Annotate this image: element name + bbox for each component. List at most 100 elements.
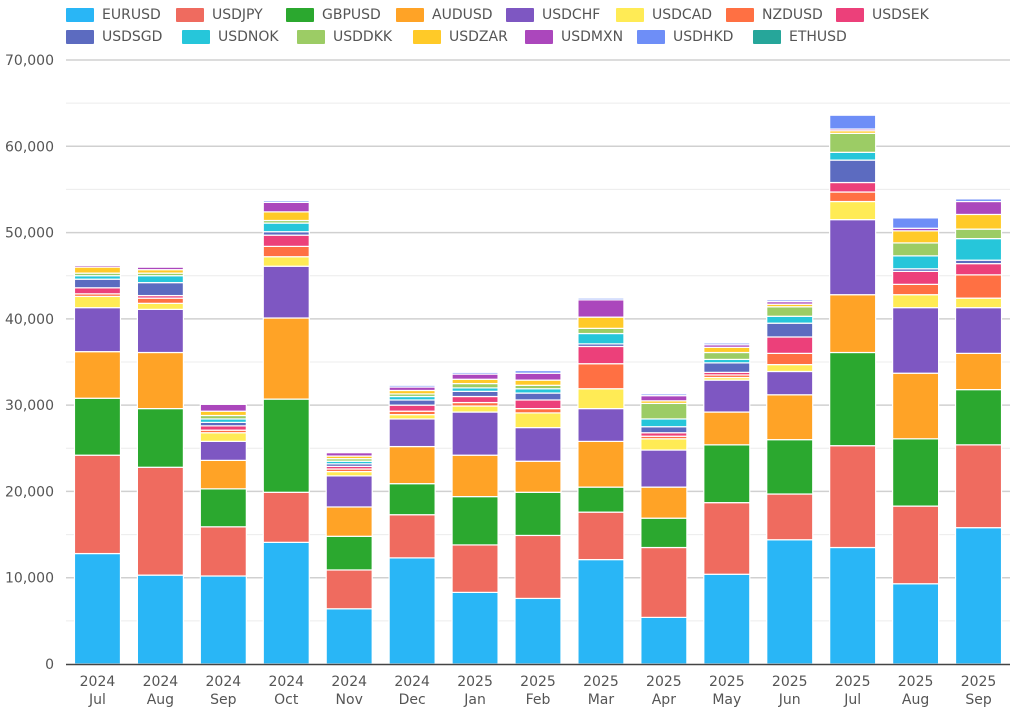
bar-segment-eurusd[interactable] (954, 527, 1003, 665)
bar-segment-usdzar[interactable] (262, 211, 310, 222)
legend-item-audusd[interactable]: AUDUSD (396, 7, 506, 23)
bar-segment-usdjpy[interactable] (136, 466, 184, 576)
bar-segment-usdhkd[interactable] (73, 263, 122, 266)
bar-segment-usdsgd[interactable] (451, 390, 499, 398)
bar-segment-gbpusd[interactable] (829, 351, 877, 447)
bar-stack-2025-aug[interactable] (891, 217, 940, 665)
bar-segment-usdjpy[interactable] (514, 534, 562, 600)
bar-segment-gbpusd[interactable] (766, 439, 814, 495)
bar-segment-usdsek[interactable] (766, 336, 814, 354)
bar-segment-usdjpy[interactable] (73, 454, 122, 555)
bar-segment-usdzar[interactable] (703, 346, 751, 354)
bar-segment-audusd[interactable] (388, 445, 436, 485)
bar-segment-usdjpy[interactable] (829, 445, 877, 549)
bar-segment-usdmxn[interactable] (514, 372, 562, 381)
bar-segment-audusd[interactable] (829, 294, 877, 354)
bar-segment-usdcad[interactable] (577, 388, 625, 410)
bar-segment-nzdusd[interactable] (577, 363, 625, 390)
bar-segment-usdsek[interactable] (829, 181, 877, 193)
bar-segment-gbpusd[interactable] (954, 389, 1003, 446)
bar-segment-gbpusd[interactable] (891, 438, 940, 507)
bar-segment-usdchf[interactable] (262, 265, 310, 319)
bar-segment-usdsek[interactable] (577, 345, 625, 365)
legend-item-gbpusd[interactable]: GBPUSD (286, 7, 396, 23)
bar-segment-usdzar[interactable] (451, 378, 499, 385)
bar-stack-2025-may[interactable] (703, 342, 751, 665)
bar-segment-usdchf[interactable] (703, 379, 751, 413)
bar-segment-audusd[interactable] (577, 440, 625, 488)
bar-segment-eurusd[interactable] (388, 557, 436, 665)
bar-segment-usdzar[interactable] (73, 266, 122, 274)
bar-segment-eurusd[interactable] (577, 558, 625, 665)
bar-segment-gbpusd[interactable] (136, 407, 184, 468)
bar-segment-usdcad[interactable] (514, 412, 562, 429)
bar-segment-eurusd[interactable] (829, 546, 877, 665)
bar-segment-nzdusd[interactable] (262, 245, 310, 258)
bar-segment-usdzar[interactable] (199, 410, 247, 417)
bar-segment-eurusd[interactable] (514, 597, 562, 665)
bar-segment-usdchf[interactable] (766, 370, 814, 396)
bar-segment-usdhkd[interactable] (325, 451, 373, 454)
bar-segment-eurusd[interactable] (451, 591, 499, 665)
bar-segment-usdmxn[interactable] (451, 373, 499, 380)
bar-segment-usdhkd[interactable] (136, 265, 184, 268)
bar-segment-usdsgd[interactable] (514, 392, 562, 401)
bar-segment-gbpusd[interactable] (73, 397, 122, 456)
bar-segment-audusd[interactable] (199, 459, 247, 490)
bar-segment-usdcad[interactable] (325, 470, 373, 477)
bar-segment-usdcad[interactable] (73, 295, 122, 309)
bar-segment-usdjpy[interactable] (325, 569, 373, 610)
bar-segment-usdjpy[interactable] (577, 511, 625, 561)
bar-segment-usdchf[interactable] (829, 219, 877, 296)
bar-segment-gbpusd[interactable] (388, 483, 436, 516)
bar-stack-2025-jan[interactable] (451, 371, 499, 665)
bar-segment-gbpusd[interactable] (325, 535, 373, 571)
bar-segment-usdsgd[interactable] (640, 426, 688, 434)
bar-segment-usdhkd[interactable] (577, 297, 625, 301)
bar-segment-usdmxn[interactable] (262, 201, 310, 213)
bar-segment-usddkk[interactable] (640, 402, 688, 420)
bar-stack-2024-dec[interactable] (388, 384, 436, 665)
legend-item-usdhkd[interactable]: USDHKD (637, 29, 753, 45)
bar-segment-eurusd[interactable] (136, 574, 184, 665)
legend-item-usdchf[interactable]: USDCHF (506, 7, 616, 23)
bar-segment-usdsek[interactable] (199, 425, 247, 431)
bar-segment-usdjpy[interactable] (766, 493, 814, 541)
legend-item-ethusd[interactable]: ETHUSD (753, 29, 863, 45)
bar-segment-usdchf[interactable] (136, 308, 184, 354)
bar-segment-eurusd[interactable] (199, 575, 247, 665)
bar-segment-usdchf[interactable] (577, 407, 625, 442)
bar-segment-usdnok[interactable] (262, 222, 310, 233)
bar-segment-usddkk[interactable] (577, 327, 625, 335)
bar-stack-2025-jun[interactable] (766, 299, 814, 665)
legend-item-usdjpy[interactable]: USDJPY (176, 7, 286, 23)
bar-segment-usdjpy[interactable] (703, 502, 751, 575)
bar-segment-usdchf[interactable] (891, 307, 940, 374)
bar-segment-usdnok[interactable] (514, 388, 562, 394)
bar-segment-gbpusd[interactable] (703, 444, 751, 504)
bar-segment-usdzar[interactable] (954, 213, 1003, 230)
bar-stack-2025-sep[interactable] (954, 198, 1003, 665)
bar-segment-usdcad[interactable] (199, 432, 247, 442)
bar-stack-2024-jul[interactable] (73, 263, 122, 665)
bar-segment-usdsek[interactable] (262, 234, 310, 247)
bar-segment-nzdusd[interactable] (766, 352, 814, 366)
legend-item-usdzar[interactable]: USDZAR (413, 29, 525, 45)
bar-stack-2024-sep[interactable] (199, 402, 247, 665)
bar-segment-usdcad[interactable] (891, 294, 940, 309)
bar-segment-usdcad[interactable] (136, 302, 184, 310)
bar-segment-usdhkd[interactable] (954, 198, 1003, 203)
bar-segment-audusd[interactable] (954, 352, 1003, 391)
legend-item-usdcad[interactable]: USDCAD (616, 7, 726, 23)
bar-segment-usdhkd[interactable] (766, 299, 814, 303)
bar-segment-eurusd[interactable] (703, 573, 751, 665)
bar-segment-usdsek[interactable] (388, 404, 436, 412)
bar-segment-usdjpy[interactable] (640, 546, 688, 619)
bar-segment-nzdusd[interactable] (829, 191, 877, 203)
bar-segment-usdnok[interactable] (577, 332, 625, 345)
bar-segment-nzdusd[interactable] (954, 274, 1003, 299)
bar-segment-usdjpy[interactable] (954, 444, 1003, 529)
bar-stack-2024-aug[interactable] (136, 265, 184, 665)
bar-segment-gbpusd[interactable] (577, 486, 625, 513)
bar-segment-usdcad[interactable] (640, 438, 688, 451)
